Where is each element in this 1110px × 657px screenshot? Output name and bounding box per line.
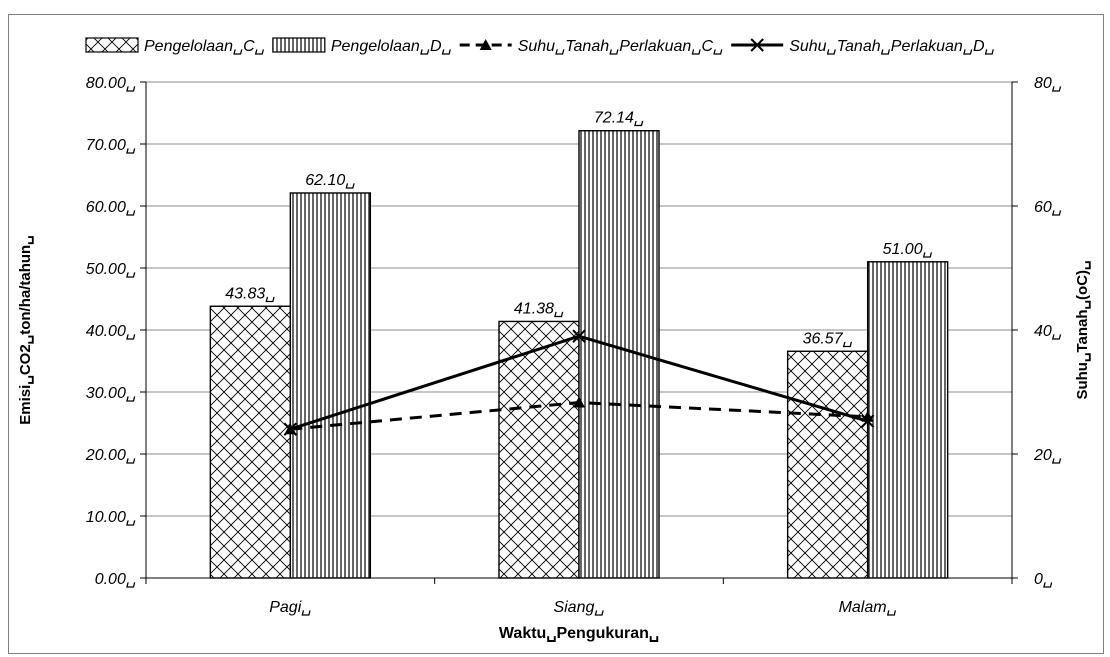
bar-data-label: 51.00␣ [883,241,933,258]
legend-swatch [85,37,139,53]
y2-tick-label: 60␣ [1034,199,1062,216]
y2-tick-label: 80␣ [1034,75,1062,92]
axes: 0.00␣ 10.00␣ 20.00␣ 30.00␣ 40.00␣ 50.00␣ 60.00… [85,75,1062,616]
y-tick-label: 60.00␣ [86,199,136,216]
y2-tick-label: 20␣ [1033,447,1062,464]
bar-data-label: 43.83␣ [225,285,275,302]
legend-label: Suhu␣Tanah␣Perlakuan␣C␣ [518,38,724,55]
legend-swatch [272,37,326,53]
y-tick-label: 0.00␣ [95,571,136,588]
data-labels: 43.83␣ 62.10␣ 41.38␣ 72.14␣ 36.57␣ 51.00␣ [225,110,933,348]
bar [289,192,372,579]
bar [209,305,292,579]
legend-label: Suhu␣Tanah␣Perlakuan␣D␣ [789,38,995,55]
y-tick-label: 80.00␣ [86,75,136,92]
x-axis-title: Waktu␣Pengukuran␣ [499,625,659,642]
y-tick-label: 70.00␣ [86,137,136,154]
x-marker [750,38,764,52]
legend-label: Pengelolaan␣C␣ [144,38,265,55]
y2-tick-label: 40␣ [1034,323,1062,340]
triangle-marker [479,39,492,50]
bar [498,320,580,579]
x-marker [572,329,586,343]
x-tick-label: Siang␣ [553,599,604,616]
x-tick-label: Pagi␣ [269,599,311,616]
y-tick-label: 40.00␣ [86,323,136,340]
x-marker-stroke [283,422,298,436]
bar-data-label: 36.57␣ [803,330,853,347]
axis-titles: Waktu␣Pengukuran␣ Emisi␣CO2␣ton/ha/tahun␣… [17,235,1091,642]
bar [786,350,869,579]
y2-tick-label: 0␣ [1034,571,1053,588]
y-tick-label: 10.00␣ [86,509,136,526]
x-marker-stroke [750,38,764,52]
bar-data-label: 72.14␣ [594,110,644,127]
x-tick-label: Malam␣ [839,599,897,616]
x-marker-stroke [860,414,875,428]
y-tick-label: 30.00␣ [86,385,136,402]
y-tick-label: 50.00␣ [86,261,136,278]
bar [578,130,660,579]
line-series [283,329,875,436]
bar-data-label: 62.10␣ [305,172,355,189]
y-axis-title: Emisi␣CO2␣ton/ha/tahun␣ [17,235,34,424]
bars [209,130,949,579]
bar-data-label: 41.38␣ [514,300,564,317]
y-tick-label: 20.00␣ [85,447,136,464]
legend: Pengelolaan␣C␣ Pengelolaan␣D␣ Suhu␣Tanah␣P… [85,37,995,55]
y2-axis-title: Suhu␣Tanah␣(oC)␣ [1074,260,1091,399]
x-marker [283,422,298,436]
x-marker [860,414,875,428]
bar [866,261,949,579]
legend-label: Pengelolaan␣D␣ [331,38,452,55]
x-marker-stroke [572,329,586,343]
triangle-marker [573,396,585,408]
